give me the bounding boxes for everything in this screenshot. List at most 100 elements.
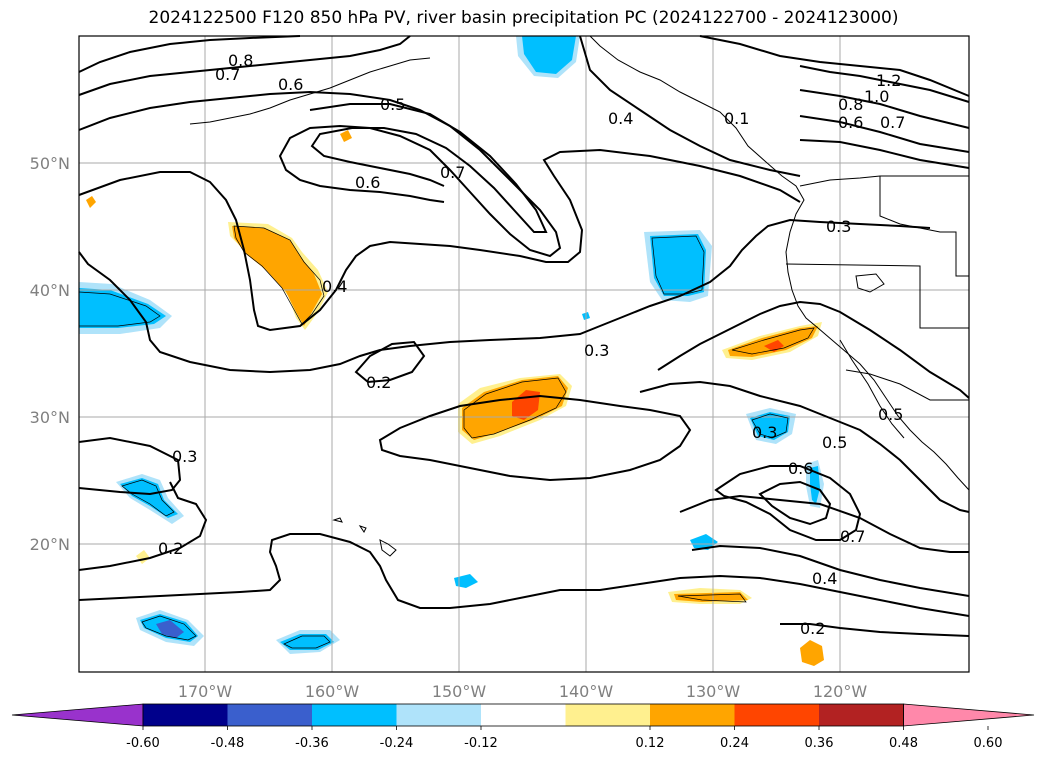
negative-anomaly-patch [120, 478, 178, 518]
negative-anomaly-patch [650, 234, 706, 296]
colorbar-tick-label: 0.48 [889, 736, 918, 751]
anomaly-outline [283, 635, 331, 649]
anomaly-outline [677, 593, 747, 603]
contour-label: 0.6 [838, 113, 863, 132]
pv-contour [78, 218, 931, 374]
colorbar-tick-label: -0.36 [295, 736, 329, 751]
contour-label: 1.0 [864, 87, 889, 106]
contour-label: 0.7 [880, 113, 905, 132]
contour-label: 0.6 [278, 75, 303, 94]
positive-anomaly-patch [728, 326, 818, 357]
pv-contour [78, 148, 801, 332]
north-america-coastline [589, 35, 970, 491]
pv-contour [78, 436, 182, 496]
hawaiian-islands [332, 517, 397, 557]
us-mexico-border [845, 369, 969, 401]
colorbar-segment [650, 704, 735, 726]
contour-label: 0.1 [724, 109, 749, 128]
pv-contour [657, 300, 970, 399]
lon-label: 140°W [559, 682, 614, 701]
contour-label: 0.8 [228, 51, 253, 70]
lat-label: 40°N [30, 281, 70, 300]
contour-label: 0.2 [800, 619, 825, 638]
pv-contour [78, 35, 301, 73]
lat-label: 50°N [30, 154, 70, 173]
colorbar: -0.60 -0.48 -0.36 -0.24 -0.12 0.12 0.24 0.36 0.4… [11, 703, 1035, 751]
pv-contour [579, 35, 801, 177]
pv-contour [799, 139, 970, 169]
aleutian-islands [189, 57, 431, 125]
pv-contour [758, 480, 832, 526]
pv-contour [78, 481, 208, 571]
contour-label: 0.3 [584, 341, 609, 360]
colorbar-tick-label: 0.60 [974, 736, 1003, 751]
contour-label: 0.6 [355, 173, 380, 192]
colorbar-tick-label: 0.24 [720, 736, 749, 751]
pv-contour [799, 65, 970, 103]
latitude-labels: 50°N 40°N 30°N 20°N [30, 154, 70, 554]
pv-contour [309, 103, 548, 233]
anomaly-outline [651, 235, 705, 295]
anomaly-outline [121, 479, 175, 517]
lon-label: 150°W [432, 682, 487, 701]
pv-contour [378, 394, 692, 482]
contour-label: 0.8 [838, 95, 863, 114]
negative-anomaly-patch [454, 574, 478, 588]
pv-contours [78, 35, 970, 637]
longitude-labels: 170°W 160°W 150°W 140°W 130°W 120°W [178, 682, 868, 701]
anomaly-outline [141, 615, 197, 641]
colorbar-extend-left [11, 703, 144, 727]
anomaly-outline [731, 327, 815, 355]
colorbar-tick-label: 0.36 [805, 736, 834, 751]
colorbar-tick-label: -0.48 [211, 736, 245, 751]
contour-label: 0.5 [380, 95, 405, 114]
colorbar-tick-label: 0.12 [636, 736, 665, 751]
contour-label: 0.4 [322, 277, 347, 296]
contour-label: 0.5 [822, 433, 847, 452]
pv-contour [780, 623, 970, 637]
negative-anomaly-patch [690, 534, 718, 550]
contour-label: 0.4 [812, 569, 837, 588]
contour-label: 0.5 [878, 405, 903, 424]
positive-anomaly-patch [232, 226, 322, 326]
lon-label: 130°W [686, 682, 741, 701]
contour-label: 0.7 [840, 527, 865, 546]
pv-contour [799, 115, 970, 153]
positive-anomaly-patch [340, 130, 352, 142]
canada-us-border [799, 175, 969, 187]
colorbar-segment [734, 704, 819, 726]
contour-labels: 0.8 0.7 0.6 0.5 0.7 0.6 0.4 0.4 1.2 1.0 … [158, 51, 905, 638]
colorbar-segment [396, 704, 481, 726]
pv-contour [799, 89, 970, 129]
negative-anomaly-patch [522, 36, 576, 74]
lat-label: 20°N [30, 535, 70, 554]
map-gridlines [79, 36, 969, 672]
pv-contour [691, 544, 970, 597]
positive-anomaly-patch [86, 196, 96, 208]
anomaly-outline [751, 413, 789, 439]
colorbar-segment [481, 704, 566, 726]
colorbar-segment [143, 704, 228, 726]
contour-label: 0.2 [366, 373, 391, 392]
lat-label: 30°N [30, 408, 70, 427]
pv-contour [699, 35, 970, 97]
lon-label: 160°W [305, 682, 360, 701]
contour-label: 0.3 [826, 217, 851, 236]
colorbar-tick-label: -0.24 [380, 736, 414, 751]
baja-california-coast [839, 339, 905, 439]
pv-contour [78, 90, 562, 258]
anomaly-outline [463, 377, 567, 439]
map-title: 2024122500 F120 850 hPa PV, river basin … [148, 8, 899, 28]
contour-label: 0.3 [172, 447, 197, 466]
pv-contour [639, 380, 970, 513]
colorbar-segment [819, 704, 904, 726]
precip-outline [78, 225, 815, 649]
pv-contour [78, 35, 411, 96]
precip-shading [79, 36, 824, 666]
strong-negative-anomaly-patch [156, 620, 184, 638]
contour-label: 0.7 [440, 163, 465, 182]
state-borders [785, 263, 969, 329]
colorbar-segment [227, 704, 312, 726]
state-borders [879, 176, 969, 277]
